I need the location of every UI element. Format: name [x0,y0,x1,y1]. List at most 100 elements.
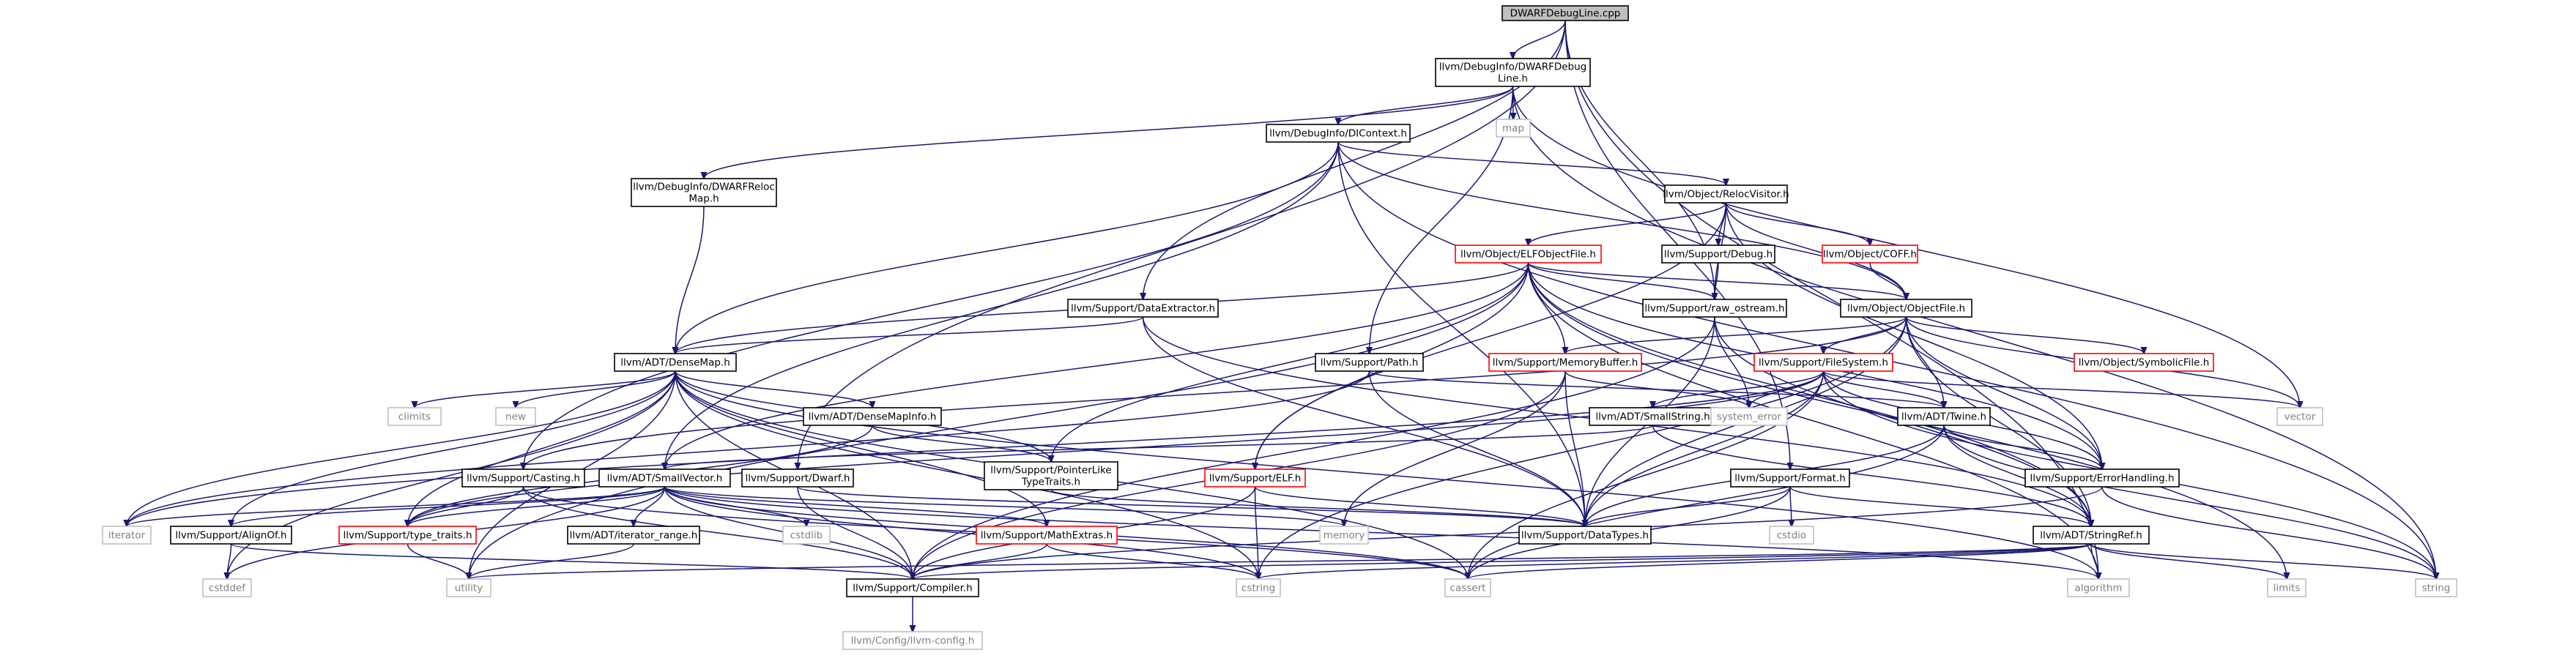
node-box-densemap [614,353,737,372]
node-label-algorithm-line-0: algorithm [2074,583,2122,594]
edge-dicontext-to-densemap [675,141,1339,354]
node-errorhandling[interactable]: llvm/Support/ErrorHandling.h [2024,468,2180,488]
edge-errorhandling-to-string [2101,486,2436,579]
node-box-system_error [1710,407,1788,426]
node-system_error: system_error [1710,407,1788,426]
edge-path-to-datatypes [1368,370,1586,526]
node-map: map [1496,119,1531,138]
edge-format-to-datatypes [1585,486,1791,526]
node-datatypes[interactable]: llvm/Support/DataTypes.h [1518,526,1652,545]
node-cstdlib: cstdlib [782,526,831,545]
edge-elfobjectfile-to-smallvector [665,262,1529,469]
node-box-datatypes [1518,526,1652,545]
node-relocvisitor[interactable]: llvm/Object/RelocVisitor.h [1663,184,1789,203]
edge-stringref-to-utility [469,543,2092,579]
node-smallstring[interactable]: llvm/ADT/SmallString.h [1589,407,1717,426]
node-smallvector[interactable]: llvm/ADT/SmallVector.h [598,468,731,488]
node-label-supportelf-line-0: llvm/Support/ELF.h [1209,473,1302,485]
node-twine[interactable]: llvm/ADT/Twine.h [1897,407,1991,426]
node-root[interactable]: DWARFDebugLine.cpp [1502,5,1629,21]
node-label-pointerlike-line-0: llvm/Support/PointerLike [990,465,1111,477]
node-iterator_range[interactable]: llvm/ADT/iterator_range.h [567,526,700,545]
node-mathextras[interactable]: llvm/Support/MathExtras.h [976,526,1118,545]
node-supportdebug[interactable]: llvm/Support/Debug.h [1661,244,1775,264]
node-label-utility-line-0: utility [455,583,483,594]
node-box-compiler [846,578,979,597]
node-symbolicfile[interactable]: llvm/Object/SymbolicFile.h [2074,353,2214,372]
edge-smallvector-to-cstdlib [664,486,807,526]
edge-stringref-to-cassert [1468,543,2092,579]
edge-stringref-to-algorithm [2090,543,2098,579]
node-box-smallvector [598,468,731,488]
node-iterator: iterator [102,526,152,545]
edge-supportelf-to-datatypes [1254,486,1586,526]
node-supportdwarf[interactable]: llvm/Support/Dwarf.h [741,468,854,488]
edge-relocmap-to-densemap [675,206,705,354]
node-label-twine-line-0: llvm/ADT/Twine.h [1901,411,1986,423]
node-box-cstddef [202,578,252,597]
node-box-root [1502,5,1629,21]
edge-format-to-stringref [1789,486,2091,526]
node-stringref[interactable]: llvm/ADT/StringRef.h [2033,526,2150,545]
edge-densemap-to-iterator [127,370,676,526]
node-label-cstdlib-line-0: cstdlib [790,530,823,542]
node-path[interactable]: llvm/Support/Path.h [1315,353,1424,372]
node-box-supportdebug [1661,244,1775,264]
node-new: new [495,407,536,426]
edge-alignof-to-cstddef [227,543,232,579]
node-label-alignof-line-0: llvm/Support/AlignOf.h [175,530,286,542]
edge-densemap-to-densemapinfo [675,370,872,408]
node-label-root-line-0: DWARFDebugLine.cpp [1510,8,1621,20]
node-box-new [495,407,536,426]
node-label-dwarfdebugline-line-0: llvm/DebugInfo/DWARFDebug [1439,61,1586,73]
node-raw_ostream[interactable]: llvm/Support/raw_ostream.h [1642,299,1787,318]
node-label-relocmap-line-1: Map.h [688,193,719,205]
node-label-symbolicfile-line-0: llvm/Object/SymbolicFile.h [2079,357,2210,369]
node-memory: memory [1319,526,1369,545]
edge-twine-to-cassert [1468,425,1945,579]
node-casting[interactable]: llvm/Support/Casting.h [461,468,585,488]
edge-filesystem-to-system_error [1749,370,1825,408]
edge-elfobjectfile-to-raw_ostream [1527,262,1715,299]
node-box-dwarfdebugline [1435,58,1591,87]
edge-smallvector-to-algorithm [664,486,2099,579]
node-box-iterator [102,526,152,545]
node-box-supportelf [1204,468,1306,488]
node-densemapinfo[interactable]: llvm/ADT/DenseMapInfo.h [803,407,942,426]
node-label-smallstring-line-0: llvm/ADT/SmallString.h [1595,411,1710,423]
edge-densemap-to-algorithm [675,370,2098,579]
edge-memorybuffer-to-memory [1344,370,1566,526]
node-label-raw_ostream-line-0: llvm/Support/raw_ostream.h [1644,303,1784,315]
edge-mathextras-to-cstring [1046,543,1258,579]
edge-smallvector-to-iterator_range [634,486,666,526]
node-memorybuffer[interactable]: llvm/Support/MemoryBuffer.h [1488,353,1642,372]
edge-alignof-to-compiler [230,543,913,579]
node-label-relocvisitor-line-0: llvm/Object/RelocVisitor.h [1663,189,1789,201]
node-box-llvmconfig [842,631,983,650]
node-coff[interactable]: llvm/Object/COFF.h [1822,244,1918,264]
node-label-cassert-line-0: cassert [1450,583,1486,594]
node-label-dataextractor-line-0: llvm/Support/DataExtractor.h [1071,303,1215,315]
edge-densemap-to-mathextras [675,370,1047,526]
node-filesystem[interactable]: llvm/Support/FileSystem.h [1753,353,1893,372]
edge-supportelf-to-cstring [1254,486,1259,579]
node-type_traits[interactable]: llvm/Support/type_traits.h [338,526,477,545]
node-box-cstdio [1769,526,1814,545]
node-string: string [2415,578,2457,597]
edge-filesystem-to-datatypes [1585,370,1825,526]
node-alignof[interactable]: llvm/Support/AlignOf.h [170,526,292,545]
node-dataextractor[interactable]: llvm/Support/DataExtractor.h [1067,299,1219,318]
node-compiler[interactable]: llvm/Support/Compiler.h [846,578,979,597]
node-densemap[interactable]: llvm/ADT/DenseMap.h [614,353,737,372]
edge-iterator_range-to-utility [469,543,634,579]
node-supportelf[interactable]: llvm/Support/ELF.h [1204,468,1306,488]
node-format[interactable]: llvm/Support/Format.h [1730,468,1850,488]
node-dwarfdebugline[interactable]: llvm/DebugInfo/DWARFDebugLine.h [1435,58,1591,87]
node-elfobjectfile[interactable]: llvm/Object/ELFObjectFile.h [1455,244,1602,264]
node-box-utility [446,578,491,597]
node-objectfile[interactable]: llvm/Object/ObjectFile.h [1840,299,1972,318]
edge-format-to-cstdio [1790,486,1792,526]
node-dicontext[interactable]: llvm/DebugInfo/DIContext.h [1266,124,1411,143]
